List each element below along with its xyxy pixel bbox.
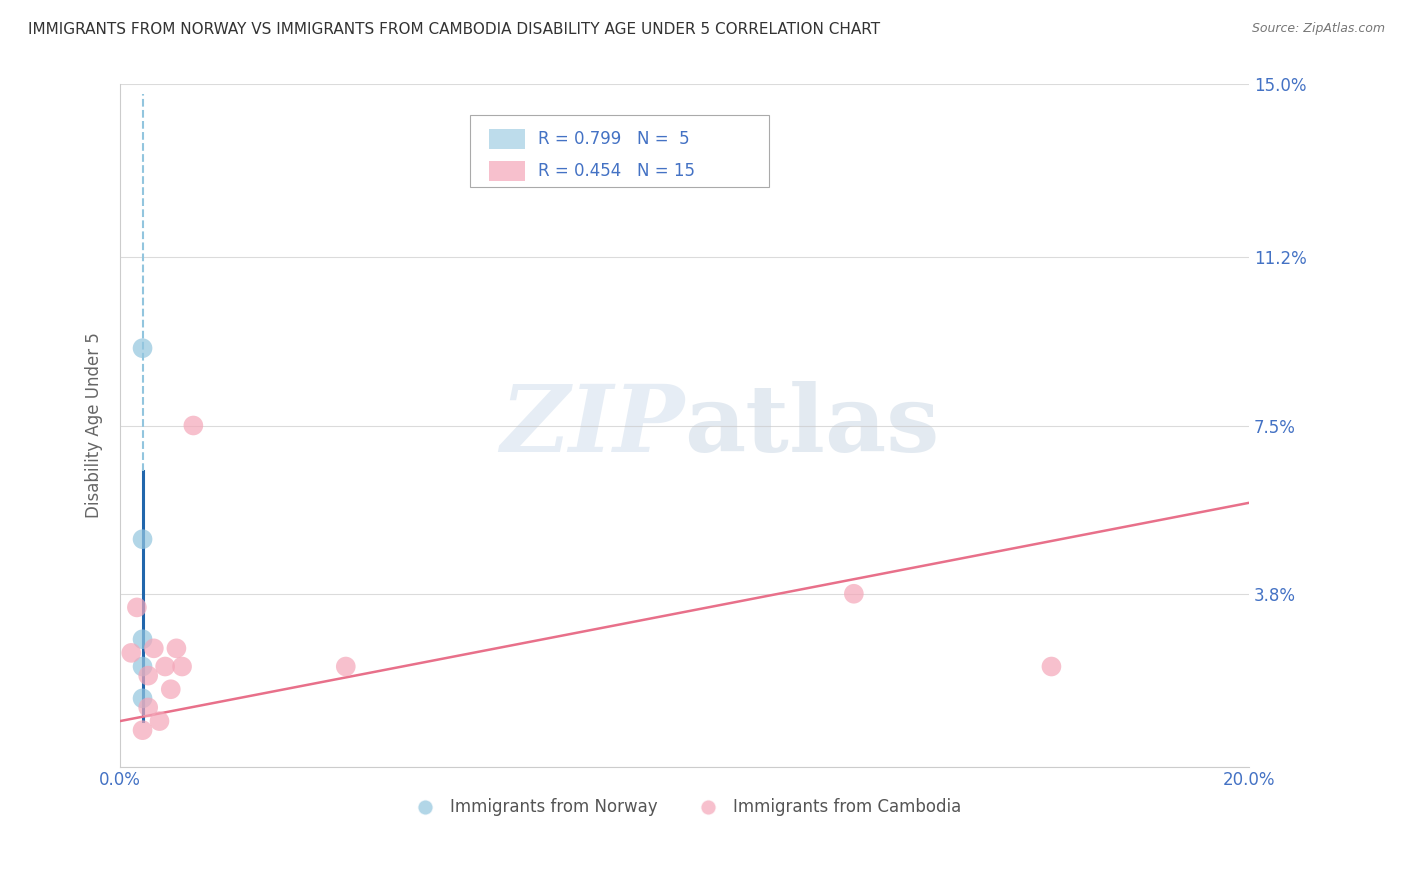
Point	[131, 632, 153, 647]
Point	[131, 659, 153, 673]
Point	[183, 418, 205, 433]
Point	[131, 341, 153, 355]
Point	[842, 587, 865, 601]
Legend: Immigrants from Norway, Immigrants from Cambodia: Immigrants from Norway, Immigrants from …	[402, 792, 967, 823]
Point	[131, 691, 153, 706]
Point	[120, 646, 142, 660]
Point	[131, 532, 153, 546]
Text: R = 0.799   N =  5: R = 0.799 N = 5	[537, 129, 689, 148]
Point	[142, 641, 165, 656]
Text: IMMIGRANTS FROM NORWAY VS IMMIGRANTS FROM CAMBODIA DISABILITY AGE UNDER 5 CORREL: IMMIGRANTS FROM NORWAY VS IMMIGRANTS FRO…	[28, 22, 880, 37]
Point	[136, 668, 159, 682]
Point	[153, 659, 176, 673]
FancyBboxPatch shape	[470, 115, 769, 186]
Point	[148, 714, 170, 728]
Point	[136, 700, 159, 714]
Point	[170, 659, 193, 673]
Point	[159, 682, 181, 697]
FancyBboxPatch shape	[489, 161, 526, 181]
Point	[1040, 659, 1063, 673]
Point	[125, 600, 148, 615]
FancyBboxPatch shape	[489, 128, 526, 149]
Text: R = 0.454   N = 15: R = 0.454 N = 15	[537, 162, 695, 180]
Text: atlas: atlas	[685, 381, 939, 470]
Text: Source: ZipAtlas.com: Source: ZipAtlas.com	[1251, 22, 1385, 36]
Text: ZIP: ZIP	[501, 381, 685, 470]
Point	[131, 723, 153, 738]
Point	[165, 641, 187, 656]
Point	[335, 659, 357, 673]
Y-axis label: Disability Age Under 5: Disability Age Under 5	[86, 333, 103, 518]
